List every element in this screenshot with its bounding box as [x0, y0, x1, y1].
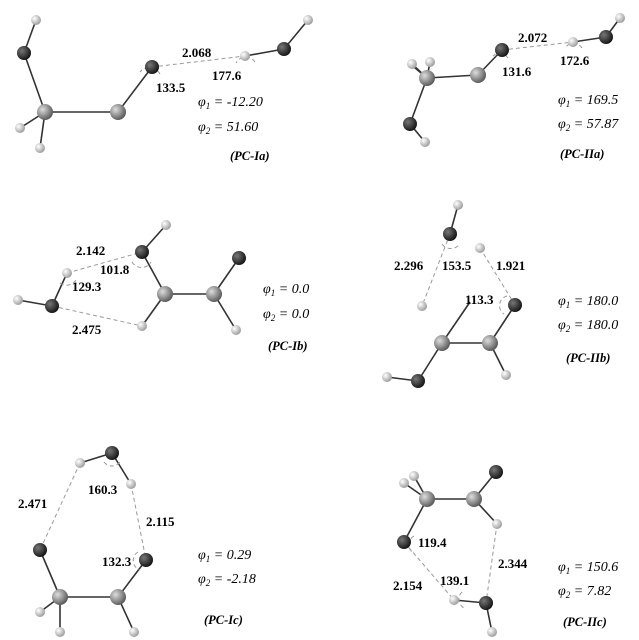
geometry-value: 132.3: [102, 554, 132, 569]
panel-pc-ia: 2.068 133.5 177.6 φ1 = -12.20 φ2 = 51.60…: [15, 15, 313, 163]
geometry-value: 2.072: [518, 30, 547, 45]
molecule-atoms: [33, 446, 153, 637]
phi2-readout: φ2 = 51.60: [198, 120, 258, 136]
conformer-label: (PC-IIa): [560, 147, 604, 161]
phi2-readout: φ2 = 7.82: [558, 584, 611, 600]
phi2-readout: φ2 = 57.87: [558, 117, 619, 133]
angle-arc: [133, 552, 140, 570]
panel-pc-ic: 2.471 160.3 2.115 132.3 φ1 = 0.29 φ2 = -…: [18, 446, 256, 637]
conformer-label: (PC-Ib): [268, 339, 308, 353]
geometry-value: 129.3: [72, 279, 102, 294]
molecule-atoms: [13, 220, 246, 335]
panel-pc-iia: 2.072 131.6 172.6 φ1 = 169.5 φ2 = 57.87 …: [403, 13, 625, 161]
phi1-readout: φ1 = 150.6: [558, 560, 618, 576]
geometry-value: 113.3: [465, 292, 494, 307]
geometry-value: 2.296: [394, 258, 424, 273]
conformer-label: (PC-Ic): [204, 613, 243, 627]
geometry-value: 2.344: [498, 556, 528, 571]
phi2-readout: φ2 = -2.18: [198, 572, 256, 588]
panel-pc-ib: 2.142 101.8 129.3 2.475 φ1 = 0.0 φ2 = 0.…: [13, 220, 309, 353]
phi1-readout: φ1 = 169.5: [558, 93, 618, 109]
geometry-value: 177.6: [212, 68, 242, 83]
conformer-label: (PC-IIc): [563, 615, 607, 629]
phi1-readout: φ1 = 0.29: [198, 548, 251, 564]
geometry-value: 2.115: [146, 514, 175, 529]
geometry-value: 2.068: [182, 45, 212, 60]
geometry-value: 139.1: [440, 573, 469, 588]
geometry-value: 133.5: [156, 80, 186, 95]
molecule-atoms: [382, 200, 522, 388]
phi2-readout: φ2 = 0.0: [263, 307, 309, 323]
geometry-value: 1.921: [496, 258, 525, 273]
geometry-value: 2.154: [393, 578, 423, 593]
angle-arc: [500, 296, 507, 314]
geometry-value: 2.475: [72, 322, 102, 337]
geometry-value: 2.471: [18, 496, 47, 511]
conformer-label: (PC-IIb): [566, 351, 610, 365]
geometry-value: 172.6: [560, 53, 590, 68]
geometry-value: 131.6: [502, 64, 532, 79]
phi1-readout: φ1 = -12.20: [198, 95, 263, 111]
phi2-readout: φ2 = 180.0: [558, 318, 618, 334]
geometry-value: 119.4: [418, 535, 447, 550]
panel-pc-iib: 2.296 153.5 1.921 113.3 φ1 = 180.0 φ2 = …: [382, 200, 618, 388]
phi1-readout: φ1 = 0.0: [263, 282, 309, 298]
geometry-value: 160.3: [88, 482, 118, 497]
hbond-line: [40, 463, 146, 560]
geometry-value: 101.8: [100, 262, 130, 277]
phi1-readout: φ1 = 180.0: [558, 294, 618, 310]
molecule-bonds: [18, 225, 239, 330]
panel-pc-iic: 119.4 2.344 2.154 139.1 φ1 = 150.6 φ2 = …: [393, 465, 618, 637]
conformer-label: (PC-Ia): [230, 149, 270, 163]
geometry-value: 2.142: [76, 243, 105, 258]
geometry-value: 153.5: [442, 258, 472, 273]
